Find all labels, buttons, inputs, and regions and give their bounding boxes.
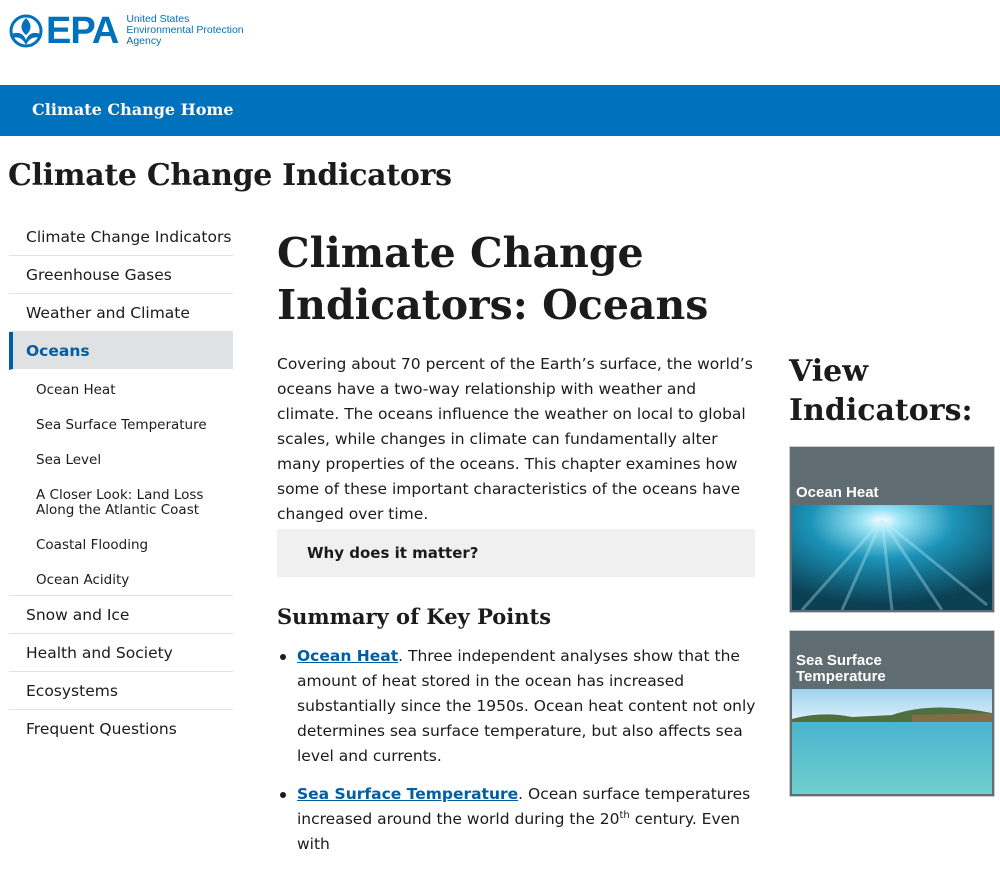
indicator-card-sea-surface-temperature[interactable]: Sea Surface Temperature — [789, 630, 995, 797]
card-label: Ocean Heat — [796, 484, 879, 501]
key-point-sea-surface-temperature: Sea Surface Temperature. Ocean surface t… — [277, 782, 757, 857]
agency-line-2: Environmental Protection — [126, 24, 244, 36]
sidenav-item-health-and-society[interactable]: Health and Society — [9, 634, 233, 672]
key-point-superscript: th — [619, 809, 630, 821]
subitem-label: A Closer Look: Land Loss Along the Atlan… — [36, 487, 204, 518]
accordion-label: Why does it matter? — [307, 544, 479, 562]
card-label: Sea Surface Temperature — [796, 652, 886, 685]
agency-line-3: Agency — [126, 35, 162, 47]
epa-logo[interactable]: EPA United States Environmental Protecti… — [9, 10, 244, 52]
view-indicators-heading: View Indicators: — [789, 354, 973, 428]
logo-wordmark: EPA — [46, 10, 119, 52]
intro-paragraph: Covering about 70 percent of the Earth’s… — [277, 355, 753, 523]
subitem-label: Sea Level — [36, 452, 102, 468]
subitem-label: Sea Surface Temperature — [36, 417, 207, 433]
why-does-it-matter-accordion[interactable]: Why does it matter? — [277, 529, 755, 577]
key-point-period: . — [398, 647, 404, 665]
sidenav-subitem-sea-level[interactable]: Sea Level — [9, 440, 233, 475]
key-point-text: Three independent analyses show that the… — [297, 647, 756, 765]
subitem-label: Ocean Acidity — [36, 572, 130, 588]
sidenav-item-climate-change-indicators[interactable]: Climate Change Indicators — [9, 218, 233, 256]
climate-change-home-link[interactable]: Climate Change Home — [32, 100, 234, 119]
sidenav-item-greenhouse-gases[interactable]: Greenhouse Gases — [9, 256, 233, 294]
site-nav-bar: Climate Change Home — [0, 85, 1000, 136]
site-title: Climate Change Indicators — [8, 158, 452, 193]
key-point-period: . — [518, 785, 524, 803]
sidenav-item-weather-and-climate[interactable]: Weather and Climate — [9, 294, 233, 332]
indicator-card-ocean-heat[interactable]: Ocean Heat — [789, 446, 995, 613]
side-nav: Climate Change Indicators Greenhouse Gas… — [9, 218, 233, 748]
epa-flower-icon — [9, 14, 43, 48]
ocean-heat-image — [792, 505, 992, 611]
sidenav-subitem-ocean-acidity[interactable]: Ocean Acidity — [9, 560, 233, 596]
sea-surface-temperature-link[interactable]: Sea Surface Temperature — [297, 785, 519, 803]
sidenav-subitem-sea-surface-temperature[interactable]: Sea Surface Temperature — [9, 405, 233, 440]
key-point-ocean-heat: Ocean Heat. Three independent analyses s… — [277, 644, 757, 769]
sidenav-subitem-ocean-heat[interactable]: Ocean Heat — [9, 370, 233, 405]
ocean-heat-link[interactable]: Ocean Heat — [297, 647, 399, 665]
sidenav-item-ecosystems[interactable]: Ecosystems — [9, 672, 233, 710]
sidenav-subitem-coastal-flooding[interactable]: Coastal Flooding — [9, 525, 233, 560]
sidenav-subitem-land-loss[interactable]: A Closer Look: Land Loss Along the Atlan… — [9, 475, 204, 525]
sidenav-item-oceans[interactable]: Oceans — [9, 332, 233, 370]
sidenav-item-frequent-questions[interactable]: Frequent Questions — [26, 720, 177, 738]
key-points-list: Ocean Heat. Three independent analyses s… — [277, 644, 757, 870]
subitem-label: Coastal Flooding — [36, 537, 149, 553]
subitem-label: Ocean Heat — [36, 382, 116, 398]
sidenav-item-snow-and-ice[interactable]: Snow and Ice — [9, 596, 233, 634]
page-title: Climate Change Indicators: Oceans — [277, 229, 709, 329]
sea-surface-image — [792, 689, 992, 794]
agency-line-1: United States — [126, 13, 190, 25]
summary-heading: Summary of Key Points — [277, 604, 552, 629]
agency-name: United States Environmental Protection A… — [126, 14, 243, 47]
